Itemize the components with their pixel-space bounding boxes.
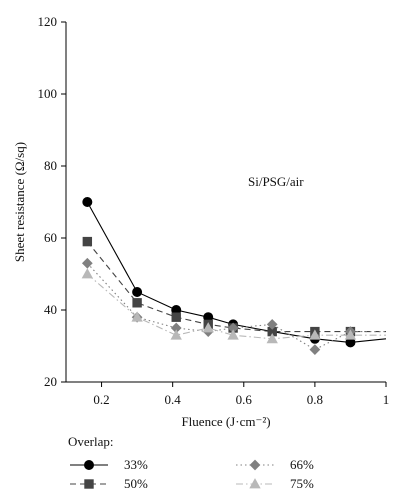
data-point bbox=[82, 196, 93, 207]
series-3 bbox=[81, 268, 386, 344]
x-tick-label: 0.8 bbox=[307, 392, 323, 407]
x-tick-label: 1 bbox=[383, 392, 390, 407]
data-point bbox=[132, 298, 142, 308]
legend-marker bbox=[84, 459, 95, 470]
data-point bbox=[202, 322, 214, 333]
x-tick-label: 0.2 bbox=[93, 392, 109, 407]
y-tick-label: 40 bbox=[44, 302, 57, 317]
legend-label: 75% bbox=[290, 476, 314, 491]
y-tick-label: 60 bbox=[44, 230, 57, 245]
data-point bbox=[171, 312, 181, 322]
data-point bbox=[131, 311, 143, 322]
x-tick-label: 0.4 bbox=[165, 392, 182, 407]
legend-marker bbox=[249, 478, 261, 489]
data-point bbox=[81, 268, 94, 279]
x-ticks: 0.2 0.4 0.6 0.8 1 bbox=[93, 382, 389, 407]
data-point bbox=[309, 344, 321, 355]
data-point bbox=[266, 332, 278, 344]
legend-marker bbox=[249, 459, 261, 471]
legend-entry: 33% bbox=[70, 457, 148, 472]
legend-label: 33% bbox=[124, 457, 148, 472]
series-line bbox=[86, 241, 386, 333]
legend-entry: 75% bbox=[236, 476, 314, 491]
data-point bbox=[266, 319, 278, 330]
data-point bbox=[82, 236, 93, 247]
x-tick-label: 0.6 bbox=[236, 392, 253, 407]
series-layer bbox=[81, 196, 387, 355]
data-point bbox=[132, 286, 143, 297]
y-axis-label: Sheet resistance (Ω/sq) bbox=[12, 142, 27, 262]
data-point bbox=[227, 329, 239, 340]
y-tick-label: 80 bbox=[44, 158, 57, 173]
legend-entry: 66% bbox=[236, 457, 314, 472]
legend-title: Overlap: bbox=[68, 434, 113, 449]
legend-entry: 50% bbox=[70, 476, 148, 491]
data-point bbox=[170, 329, 182, 340]
chart-annotation: Si/PSG/air bbox=[248, 174, 304, 189]
series-2 bbox=[81, 257, 386, 355]
y-tick-label: 120 bbox=[38, 14, 58, 29]
data-point bbox=[344, 329, 357, 340]
data-point bbox=[309, 329, 321, 340]
x-axis-label: Fluence (J·cm⁻²) bbox=[181, 414, 270, 429]
legend-marker bbox=[84, 479, 94, 489]
legend-label: 66% bbox=[290, 457, 314, 472]
legend-label: 50% bbox=[124, 476, 148, 491]
y-ticks: 20 40 60 80 100 120 bbox=[38, 14, 66, 389]
axes bbox=[65, 22, 386, 383]
y-tick-label: 20 bbox=[44, 374, 57, 389]
y-tick-label: 100 bbox=[38, 86, 58, 101]
legend: Overlap: 33% 50% 66% 75% bbox=[68, 434, 314, 491]
data-point bbox=[81, 257, 93, 269]
